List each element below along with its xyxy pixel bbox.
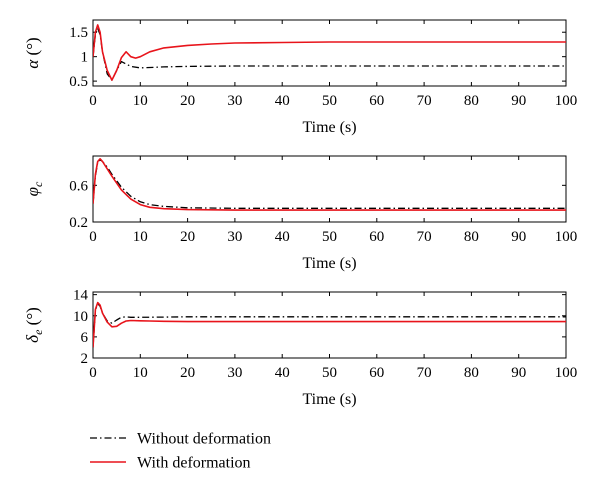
y-tick-label: 14 [73, 288, 89, 304]
x-axis-label: Time (s) [302, 391, 356, 408]
x-tick-label: 30 [227, 365, 242, 381]
y-axis-label: φc [23, 181, 45, 196]
series-with-deformation [93, 24, 566, 81]
y-tick-label: 0.2 [69, 215, 88, 231]
x-tick-label: 50 [322, 229, 337, 245]
x-tick-label: 10 [133, 93, 148, 109]
y-tick-label: 2 [81, 351, 89, 367]
y-tick-label: 6 [81, 330, 89, 346]
x-tick-label: 0 [89, 365, 97, 381]
x-tick-label: 20 [180, 365, 195, 381]
x-tick-label: 90 [511, 93, 526, 109]
x-tick-label: 50 [322, 93, 337, 109]
series-with-deformation [93, 158, 566, 211]
x-tick-label: 80 [464, 93, 479, 109]
legend: Without deformation With deformation [90, 431, 271, 472]
series-without-deformation [93, 159, 566, 209]
x-tick-label: 60 [369, 229, 384, 245]
x-tick-label: 70 [417, 365, 432, 381]
panel-1: 0 10 20 30 40 50 60 70 80 90 100 0.5 1 1.5 Time (s) α (… [23, 19, 578, 136]
x-tick-label: 50 [322, 365, 337, 381]
x-tick-label: 100 [555, 365, 578, 381]
x-tick-label: 0 [89, 229, 97, 245]
x-tick-label: 100 [555, 93, 578, 109]
x-tick-label: 100 [555, 229, 578, 245]
x-tick-label: 80 [464, 365, 479, 381]
x-tick-label: 60 [369, 365, 384, 381]
x-tick-label: 40 [275, 93, 290, 109]
y-axis-label: α (°) [23, 37, 42, 68]
x-tick-label: 60 [369, 93, 384, 109]
x-tick-label: 20 [180, 229, 195, 245]
legend-label-with-deformation: With deformation [137, 455, 251, 472]
panel-3: 0 10 20 30 40 50 60 70 80 90 100 2 6 10 14 Time (s) δe (… [23, 288, 577, 408]
panel-2: 0 10 20 30 40 50 60 70 80 90 100 0.2 0.6 Time (s) φc [23, 155, 578, 272]
x-tick-label: 80 [464, 229, 479, 245]
y-axis-label: δe (°) [23, 307, 45, 343]
y-tick-label: 0.6 [69, 178, 88, 194]
x-tick-label: 20 [180, 93, 195, 109]
y-tick-label: 1 [81, 50, 89, 66]
x-tick-label: 30 [227, 229, 242, 245]
plot-frame [92, 291, 567, 359]
x-tick-label: 40 [275, 365, 290, 381]
series-without-deformation [93, 27, 566, 81]
plot-frame [92, 19, 567, 87]
series-without-deformation [93, 302, 566, 348]
y-tick-label: 0.5 [69, 74, 88, 90]
x-tick-label: 70 [417, 229, 432, 245]
x-tick-label: 30 [227, 93, 242, 109]
x-tick-label: 90 [511, 229, 526, 245]
x-tick-label: 40 [275, 229, 290, 245]
x-axis-label: Time (s) [302, 119, 356, 136]
x-tick-label: 90 [511, 365, 526, 381]
x-tick-label: 70 [417, 93, 432, 109]
y-tick-label: 10 [73, 309, 88, 325]
x-tick-label: 0 [89, 93, 97, 109]
plot-frame [92, 155, 567, 223]
x-tick-label: 10 [133, 365, 148, 381]
series-with-deformation [93, 301, 566, 348]
legend-label-without-deformation: Without deformation [137, 431, 271, 448]
x-axis-label: Time (s) [302, 255, 356, 272]
x-tick-label: 10 [133, 229, 148, 245]
y-tick-label: 1.5 [69, 25, 88, 41]
